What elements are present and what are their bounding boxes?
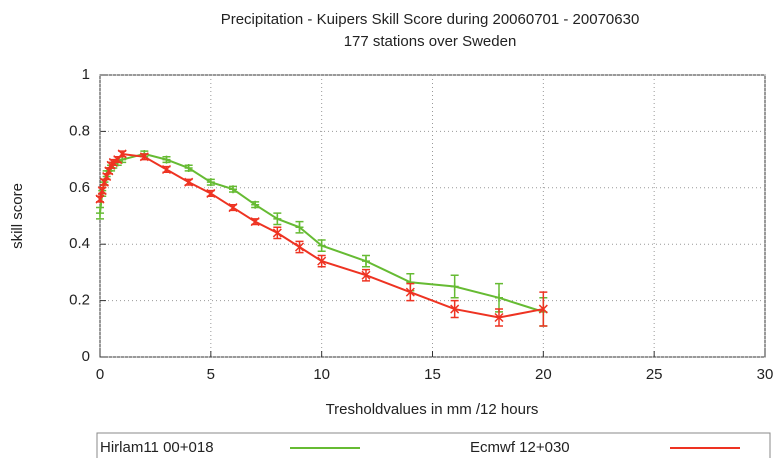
x-tick-label: 15 xyxy=(424,366,441,383)
point-marker xyxy=(139,152,149,162)
point-marker xyxy=(317,241,326,250)
point-marker xyxy=(494,312,504,323)
chart-subtitle: 177 stations over Sweden xyxy=(344,33,517,50)
y-tick-label: 0.6 xyxy=(69,179,90,196)
series-line xyxy=(99,152,544,313)
plot-frame xyxy=(99,74,766,358)
point-marker xyxy=(95,194,105,204)
y-tick-label: 1 xyxy=(82,66,90,83)
y-tick-label: 0.4 xyxy=(69,235,90,252)
y-axis-label: skill score xyxy=(9,183,26,249)
point-marker xyxy=(184,177,194,187)
point-marker xyxy=(161,164,172,175)
point-marker xyxy=(361,270,371,280)
point-marker xyxy=(206,188,216,198)
point-marker xyxy=(294,242,305,252)
legend-label: Hirlam11 00+018 xyxy=(100,439,214,456)
point-marker xyxy=(117,149,127,159)
x-tick-label: 30 xyxy=(757,366,774,383)
x-tick-label: 5 xyxy=(207,366,215,383)
y-tick-label: 0 xyxy=(82,348,90,365)
x-tick-label: 25 xyxy=(646,366,663,383)
y-tick-label: 0.2 xyxy=(69,292,90,309)
y-tick-label: 0.8 xyxy=(69,122,90,139)
point-marker xyxy=(162,155,171,164)
point-marker xyxy=(97,186,107,196)
point-marker xyxy=(362,257,370,266)
point-marker xyxy=(184,164,193,173)
point-marker xyxy=(96,209,104,218)
point-marker xyxy=(206,178,215,187)
chart-title: Precipitation - Kuipers Skill Score duri… xyxy=(221,11,640,28)
point-marker xyxy=(273,214,282,223)
point-marker xyxy=(229,185,237,194)
point-marker xyxy=(295,223,304,232)
point-marker xyxy=(317,256,327,266)
point-marker xyxy=(495,293,503,302)
legend-box xyxy=(96,432,771,458)
point-marker xyxy=(108,157,118,167)
point-marker xyxy=(450,282,459,291)
point-marker xyxy=(405,287,415,297)
x-axis-label: Tresholdvalues in mm /12 hours xyxy=(326,401,539,418)
x-tick-label: 0 xyxy=(96,366,104,383)
point-marker xyxy=(228,203,238,213)
point-marker xyxy=(250,217,260,227)
x-tick-label: 20 xyxy=(535,366,552,383)
x-tick-label: 10 xyxy=(313,366,330,383)
point-marker xyxy=(272,228,282,238)
point-marker xyxy=(450,304,460,314)
point-marker xyxy=(251,200,260,209)
legend-label: Ecmwf 12+030 xyxy=(470,439,570,456)
point-marker xyxy=(538,304,548,314)
